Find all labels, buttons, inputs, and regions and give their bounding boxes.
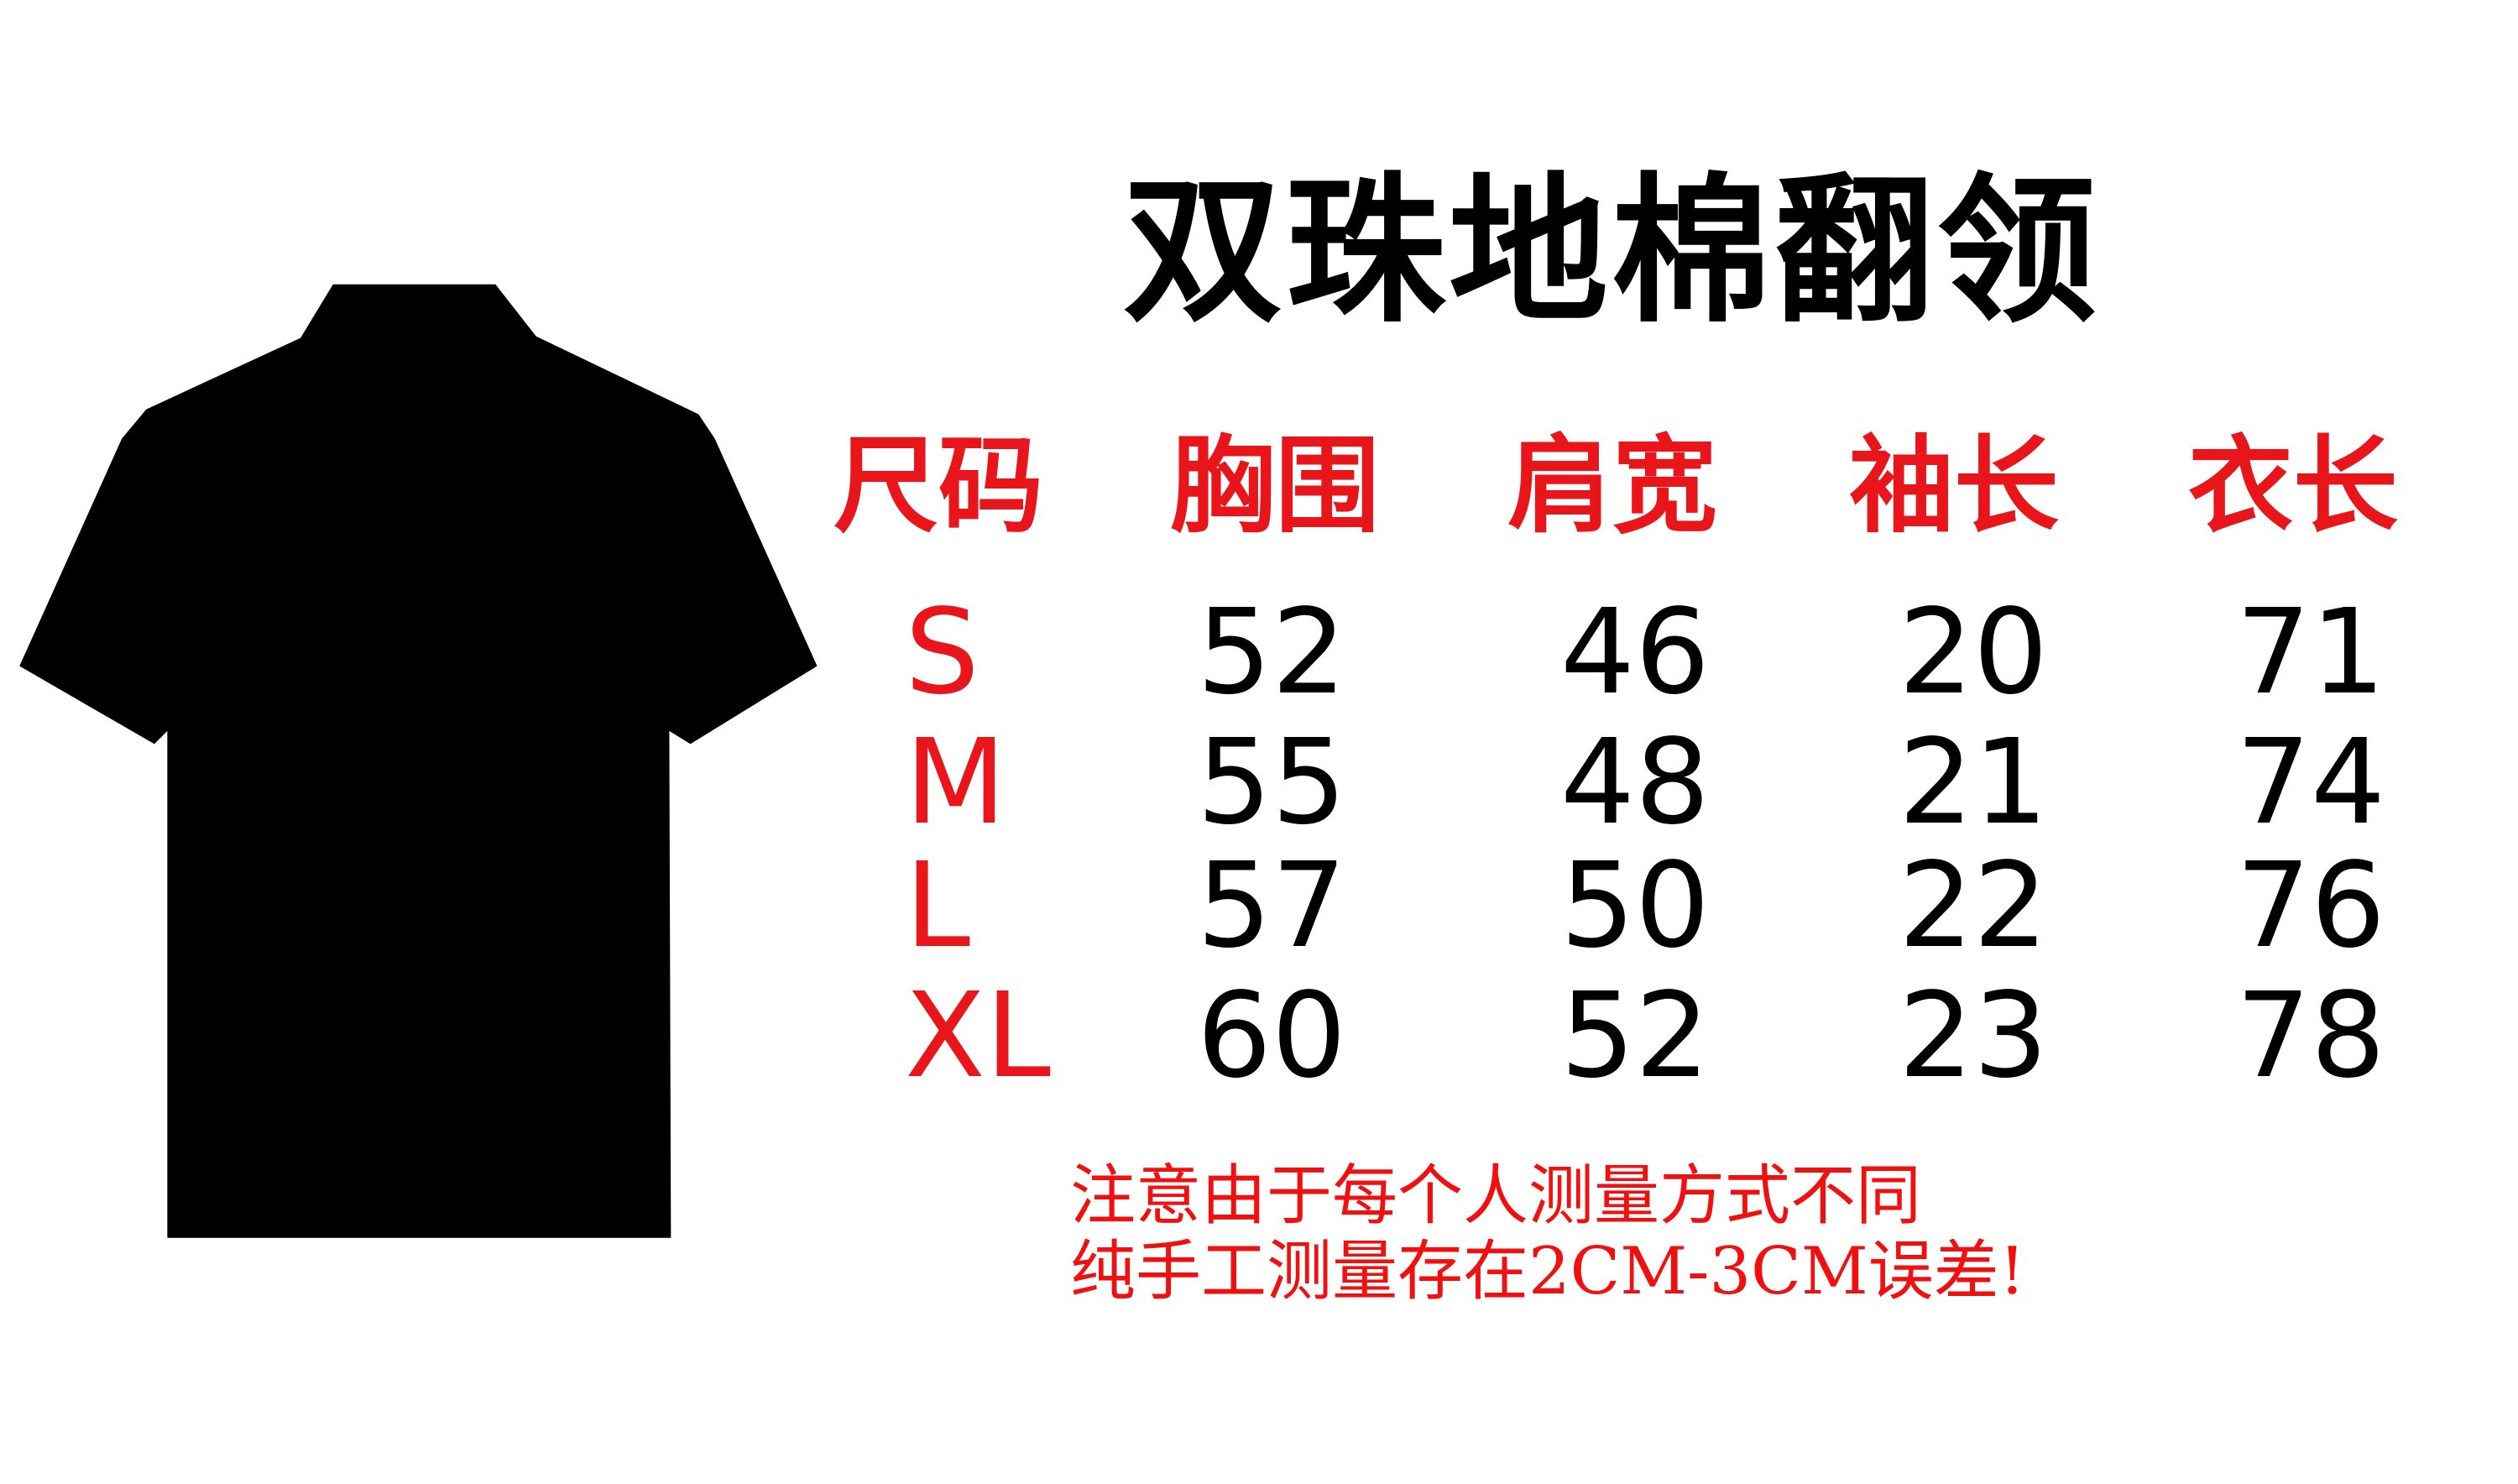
- measurement-cell: 23: [1898, 968, 2049, 1105]
- header-shoulder: 肩宽: [1507, 426, 1717, 547]
- measurement-cell: 46: [1559, 584, 1711, 721]
- measurement-cell: 21: [1898, 714, 2049, 851]
- size-label: XL: [905, 968, 1051, 1105]
- header-size: 尺码: [833, 426, 1043, 547]
- header-length: 衣长: [2188, 426, 2398, 547]
- measurement-cell: 71: [2235, 584, 2386, 721]
- size-label: M: [905, 714, 1006, 851]
- product-title: 双珠地棉翻领: [1122, 159, 2100, 344]
- note-line-2: 纯手工测量存在2CM-3CM误差!: [1070, 1234, 2026, 1309]
- measurement-cell: 22: [1898, 838, 2049, 975]
- measurement-cell: 78: [2235, 968, 2386, 1105]
- measurement-cell: 50: [1559, 838, 1711, 975]
- shirt-shape: [19, 284, 818, 1238]
- measurement-cell: 20: [1898, 584, 2049, 721]
- header-sleeve: 袖长: [1849, 426, 2059, 547]
- measurement-cell: 76: [2235, 838, 2386, 975]
- measurement-cell: 52: [1559, 968, 1711, 1105]
- note-line-1: 注意由于每个人测量方式不同: [1070, 1158, 1922, 1234]
- size-label: L: [905, 838, 970, 975]
- measurement-cell: 74: [2235, 714, 2386, 851]
- measurement-cell: 48: [1559, 714, 1711, 851]
- measurement-cell: 52: [1196, 584, 1347, 721]
- measurement-cell: 57: [1196, 838, 1347, 975]
- measurement-cell: 55: [1196, 714, 1347, 851]
- header-chest: 胸围: [1170, 426, 1380, 547]
- measurement-cell: 60: [1196, 968, 1347, 1105]
- size-label: S: [905, 584, 980, 721]
